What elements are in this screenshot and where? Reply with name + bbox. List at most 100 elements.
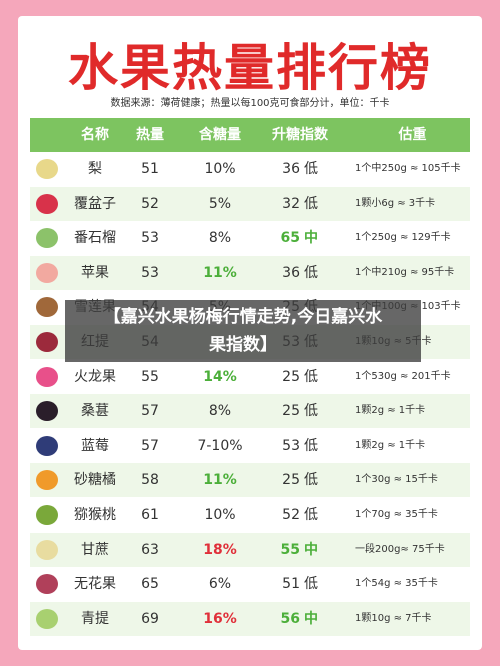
estimate: 1个中210g ≈ 95千卡 — [355, 266, 455, 278]
sugar: 10% — [204, 161, 236, 177]
estimate: 1个530g ≈ 201千卡 — [355, 370, 451, 382]
table-row: 甘蔗 63 18% 55 中 一段200g≈ 75千卡 — [30, 532, 470, 567]
sugar: 6% — [208, 576, 232, 593]
gi-value: 25 — [282, 403, 300, 420]
gi-value: 55 — [280, 541, 300, 558]
gi-level: 低 — [304, 264, 318, 281]
fruit-icon — [36, 505, 58, 525]
estimate: 1颗小6g ≈ 3千卡 — [355, 197, 436, 209]
fruit-name: 砂糖橘 — [74, 472, 116, 489]
fruit-icon — [36, 435, 58, 456]
calories: 51 — [141, 161, 159, 177]
sugar: 5% — [208, 195, 232, 212]
fruit-icon — [36, 366, 58, 387]
table-row: 梨 51 10% 36 低 1个中250g ≈ 105千卡 — [30, 152, 470, 186]
table-row: 桑葚 57 8% 25 低 1颗2g ≈ 1千卡 — [30, 394, 470, 429]
fruit-name: 覆盆子 — [74, 195, 116, 212]
gi-level: 中 — [304, 230, 318, 247]
sugar: 11% — [203, 264, 237, 281]
fruit-icon — [36, 193, 58, 214]
sugar: 7-10% — [197, 437, 243, 454]
estimate: 1颗2g ≈ 1千卡 — [355, 405, 426, 417]
subtitle: 数据来源：薄荷健康；热量以每100克可食部分计，单位：千卡 — [110, 98, 390, 109]
table-row: 猕猴桃 61 10% 52 低 1个70g ≈ 35千卡 — [30, 498, 470, 532]
fruit-name: 蓝莓 — [81, 437, 109, 454]
fruit-name: 梨 — [88, 161, 102, 177]
sugar: 14% — [203, 368, 237, 385]
calories: 53 — [141, 230, 159, 247]
calories: 52 — [141, 195, 159, 212]
gi-level: 低 — [304, 195, 318, 212]
gi-value: 36 — [282, 264, 300, 281]
table-row: 无花果 65 6% 51 低 1个54g ≈ 35千卡 — [30, 567, 470, 601]
estimate: 一段200g≈ 75千卡 — [355, 543, 445, 555]
fruit-icon — [36, 608, 58, 629]
gi-value: 65 — [280, 230, 300, 247]
overlay-line: 果指数】 — [209, 335, 277, 355]
fruit-icon — [36, 539, 58, 560]
fruit-name: 无花果 — [74, 576, 116, 593]
fruit-icon — [36, 228, 58, 249]
estimate: 1个54g ≈ 35千卡 — [355, 578, 438, 590]
gi-value: 56 — [280, 610, 300, 627]
header-row: 名称 热量 含糖量 升糖指数 估重 — [30, 118, 470, 152]
fruit-name: 猕猴桃 — [74, 507, 116, 523]
gi-value: 25 — [282, 472, 300, 489]
table-row: 覆盆子 52 5% 32 低 1颗小6g ≈ 3千卡 — [30, 186, 470, 221]
gi-level: 低 — [304, 368, 318, 385]
sugar: 18% — [203, 541, 237, 558]
gi-level: 低 — [304, 161, 318, 177]
sugar: 8% — [208, 230, 232, 247]
fruit-name: 番石榴 — [74, 230, 116, 247]
table-row: 砂糖橘 58 11% 25 低 1个30g ≈ 15千卡 — [30, 463, 470, 498]
gi-level: 低 — [304, 472, 318, 489]
column-header: 升糖指数 — [272, 127, 328, 143]
fruit-name: 甘蔗 — [81, 541, 109, 558]
fruit-icon — [36, 332, 58, 352]
fruit-icon — [36, 159, 58, 179]
table-row: 火龙果 55 14% 25 低 1个530g ≈ 201千卡 — [30, 360, 470, 394]
calories: 58 — [141, 472, 159, 489]
sugar: 10% — [204, 507, 236, 523]
table-row: 番石榴 53 8% 65 中 1个250g ≈ 129千卡 — [30, 221, 470, 255]
fruit-name: 青提 — [81, 610, 109, 627]
estimate: 1个70g ≈ 35千卡 — [355, 509, 438, 520]
gi-value: 53 — [282, 437, 300, 454]
estimate: 1个中250g ≈ 105千卡 — [355, 163, 461, 174]
sugar: 11% — [203, 472, 237, 489]
column-header: 含糖量 — [199, 127, 241, 143]
fruit-icon — [36, 262, 58, 283]
fruit-icon — [36, 470, 58, 491]
calories: 57 — [141, 437, 159, 454]
sugar: 16% — [203, 610, 237, 627]
estimate: 1个30g ≈ 15千卡 — [355, 474, 438, 486]
overlay-line: 【嘉兴水果杨梅行情走势,今日嘉兴水 — [103, 307, 383, 327]
estimate: 1个250g ≈ 129千卡 — [355, 232, 451, 244]
column-header: 热量 — [136, 127, 164, 143]
overlay: 【嘉兴水果杨梅行情走势,今日嘉兴水 果指数】 — [65, 300, 421, 362]
calories: 63 — [141, 541, 159, 558]
column-header: 名称 — [81, 127, 109, 143]
sugar: 8% — [208, 403, 232, 420]
gi-level: 低 — [304, 403, 318, 420]
calories: 55 — [141, 368, 159, 385]
gi-level: 低 — [304, 507, 318, 523]
column-header: 估重 — [398, 127, 427, 143]
gi-value: 52 — [282, 507, 300, 523]
calories: 57 — [141, 403, 159, 420]
fruit-name: 火龙果 — [74, 368, 116, 385]
calories: 65 — [141, 576, 159, 593]
fruit-name: 苹果 — [81, 264, 109, 281]
fruit-icon — [36, 297, 58, 318]
gi-value: 32 — [282, 195, 300, 212]
table-row: 蓝莓 57 7-10% 53 低 1颗2g ≈ 1千卡 — [30, 429, 470, 463]
table-row: 青提 69 16% 56 中 1颗10g ≈ 7千卡 — [30, 601, 470, 636]
gi-value: 25 — [282, 368, 300, 385]
fruit-icon — [36, 574, 58, 595]
estimate: 1颗2g ≈ 1千卡 — [355, 439, 426, 451]
table-row: 苹果 53 11% 36 低 1个中210g ≈ 95千卡 — [30, 255, 470, 290]
calories: 61 — [141, 507, 159, 523]
gi-level: 中 — [304, 610, 318, 627]
calories: 69 — [141, 610, 159, 627]
